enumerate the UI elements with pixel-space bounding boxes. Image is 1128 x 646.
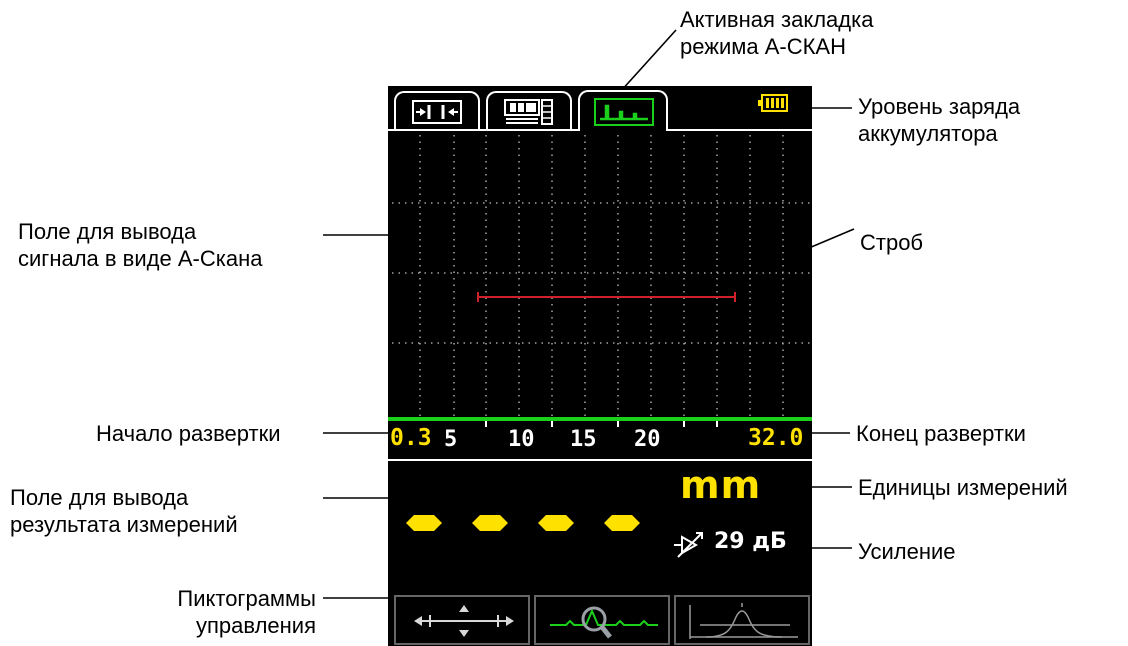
move-arrows-icon: [414, 605, 514, 637]
label-gain: Усиление: [858, 539, 956, 564]
sweep-scale: 0.3 5 10 15 20 32.0: [388, 421, 812, 457]
tab-numeric-mode[interactable]: [486, 91, 572, 129]
label-gate: Строб: [860, 230, 924, 255]
zoom-signal-icon: [550, 606, 658, 639]
device-screen: 0.3 5 10 15 20 32.0 mm: [388, 86, 812, 646]
label-sweep-end: Конец развертки: [856, 421, 1026, 446]
label-units: Единицы измерений: [858, 475, 1068, 500]
scale-tick-15: 15: [570, 427, 597, 452]
tab-bar: [388, 86, 812, 131]
sweep-start-value: 0.3: [390, 425, 432, 451]
gate-control-button[interactable]: [674, 595, 810, 645]
control-pictograms: [388, 589, 812, 646]
ascan-signal-field: [392, 135, 812, 417]
active-tab-gap: [580, 129, 666, 131]
label-pictograms: Пиктограммы управления: [177, 586, 316, 638]
label-active-tab: Активная закладка режима А-СКАН: [680, 7, 874, 59]
sweep-end-value: 32.0: [748, 425, 804, 451]
label-battery: Уровень заряда аккумулятора: [858, 94, 1021, 146]
scale-tick-10: 10: [508, 427, 535, 452]
calibration-tab-icon: [412, 100, 462, 124]
battery-full-icon: [758, 94, 788, 112]
label-result-field: Поле для вывода результата измерений: [10, 485, 238, 537]
scale-minor-ticks: [485, 421, 718, 427]
gate-strobe: [477, 292, 736, 302]
divider: [388, 459, 812, 461]
tab-ascan-active[interactable]: [578, 90, 668, 130]
sweep-baseline: [388, 417, 812, 421]
gate-peak-icon: [689, 603, 798, 639]
numeric-mode-tab-icon: [504, 99, 553, 125]
leader-active-tab: [619, 29, 677, 93]
measurement-result-field: mm 29 дБ: [388, 461, 812, 589]
gain-value: 29 дБ: [714, 529, 787, 554]
label-ascan-field: Поле для вывода сигнала в виде А-Скана: [18, 219, 263, 271]
scale-tick-20: 20: [634, 427, 661, 452]
label-sweep-start: Начало развертки: [96, 421, 281, 446]
ascan-tab-icon: [594, 98, 654, 126]
result-dashes-placeholder: [406, 515, 640, 531]
tab-calibration[interactable]: [394, 91, 480, 129]
zoom-control-button[interactable]: [534, 595, 670, 645]
measurement-units: mm: [680, 463, 762, 507]
move-control-button[interactable]: [394, 595, 530, 645]
gain-amplifier-icon: [674, 532, 703, 558]
scale-tick-5: 5: [444, 427, 458, 452]
